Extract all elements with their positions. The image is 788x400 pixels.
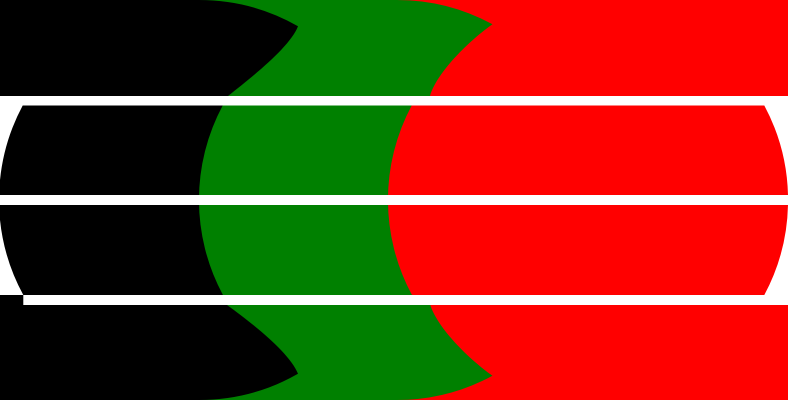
right-edge-cutout-band3 [764,205,788,295]
left-edge-cutout-band3 [0,220,24,295]
white-stripe-3 [23,295,788,305]
white-stripe-1 [0,96,788,106]
left-edge-cutout-band2 [0,105,23,180]
right-edge-cutout-band2 [764,105,788,195]
white-stripe-2 [0,195,788,205]
